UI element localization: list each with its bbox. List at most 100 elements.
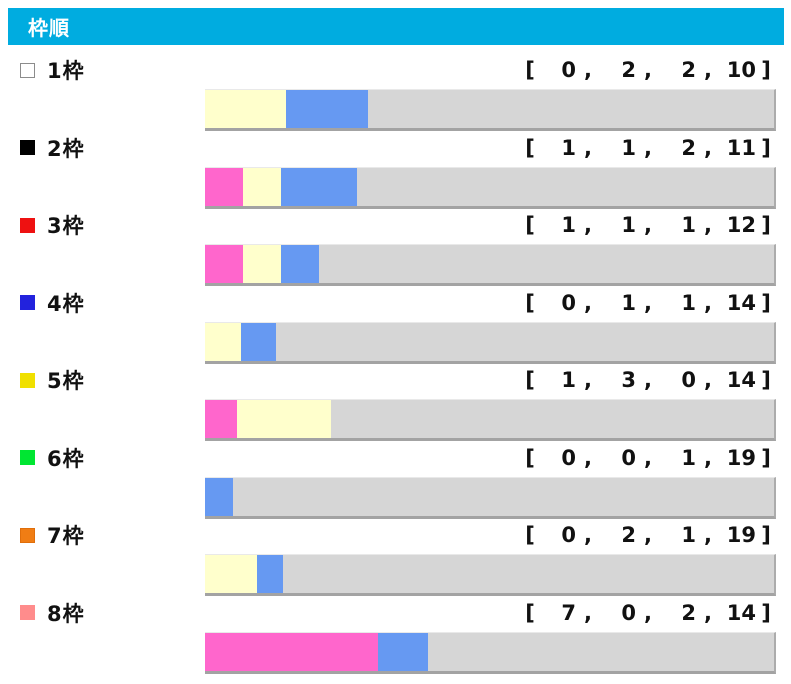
count-value: 0	[561, 523, 576, 547]
row-head: 5枠 [1, 3, 0, 14]	[20, 367, 776, 393]
gate-counts: [7, 0, 2, 14]	[520, 601, 776, 625]
comma-separator: ,	[644, 445, 652, 470]
count-value: 1	[621, 290, 636, 315]
row-head: 7枠 [0, 2, 1, 19]	[20, 522, 776, 548]
count-value: 2	[681, 58, 696, 82]
close-bracket: ]	[761, 445, 771, 470]
bar-segment-cream	[236, 400, 332, 438]
gate-row: 2枠 [1, 1, 2, 11]	[0, 123, 791, 209]
comma-separator: ,	[704, 600, 712, 625]
gate-color-marker	[20, 372, 35, 388]
comma-separator: ,	[704, 523, 712, 547]
row-label-group: 2枠	[20, 133, 85, 163]
gate-row: 3枠 [1, 1, 1, 12]	[0, 200, 791, 286]
bar-segment-blue	[378, 632, 428, 671]
count-value: 19	[726, 445, 756, 470]
open-bracket: [	[525, 368, 535, 392]
comma-separator: ,	[644, 213, 652, 237]
gate-label: 2枠	[47, 136, 85, 161]
bar-segment-blue	[280, 167, 357, 206]
comma-separator: ,	[644, 368, 652, 392]
open-bracket: [	[525, 58, 535, 82]
gate-row: 1枠 [0, 2, 2, 10]	[0, 45, 791, 131]
gate-row: 6枠 [0, 0, 1, 19]	[0, 433, 791, 519]
gate-row: 7枠 [0, 2, 1, 19]	[0, 510, 791, 596]
count-value: 1	[621, 135, 636, 160]
count-value: 10	[726, 58, 756, 82]
bar-segment-blue	[240, 322, 277, 361]
gate-counts: [1, 1, 2, 11]	[520, 136, 776, 160]
gate-label: 6枠	[47, 446, 85, 471]
gate-label: 1枠	[47, 59, 85, 83]
count-value: 1	[561, 135, 576, 160]
row-head: 6枠 [0, 0, 1, 19]	[20, 445, 776, 471]
comma-separator: ,	[584, 290, 592, 315]
count-value: 1	[561, 213, 576, 237]
gate-label: 5枠	[47, 369, 85, 393]
gate-label: 4枠	[47, 291, 85, 316]
count-value: 0	[561, 290, 576, 315]
row-label-group: 7枠	[20, 520, 85, 550]
gate-label: 3枠	[47, 214, 85, 238]
bar-segment-cream	[205, 322, 241, 361]
gate-row: 8枠 [7, 0, 2, 14]	[0, 588, 791, 674]
count-value: 14	[726, 290, 756, 315]
open-bracket: [	[525, 213, 535, 237]
gate-counts: [1, 1, 1, 12]	[520, 213, 776, 237]
stacked-bar	[205, 399, 776, 441]
comma-separator: ,	[584, 445, 592, 470]
comma-separator: ,	[704, 135, 712, 160]
count-value: 1	[561, 368, 576, 392]
gate-counts: [0, 1, 1, 14]	[520, 291, 776, 315]
gate-counts: [0, 2, 1, 19]	[520, 523, 776, 547]
comma-separator: ,	[704, 213, 712, 237]
count-value: 3	[621, 368, 636, 392]
count-value: 7	[561, 600, 576, 625]
gate-label: 7枠	[47, 524, 85, 548]
bar-segment-pink	[205, 167, 243, 206]
comma-separator: ,	[704, 445, 712, 470]
open-bracket: [	[525, 290, 535, 315]
comma-separator: ,	[704, 290, 712, 315]
comma-separator: ,	[704, 368, 712, 392]
gate-color-marker	[20, 450, 35, 465]
comma-separator: ,	[584, 58, 592, 82]
bar-segment-cream	[242, 245, 281, 283]
count-value: 1	[681, 213, 696, 237]
comma-separator: ,	[584, 600, 592, 625]
gate-label: 8枠	[47, 601, 85, 626]
count-value: 0	[621, 445, 636, 470]
comma-separator: ,	[644, 523, 652, 547]
open-bracket: [	[525, 600, 535, 625]
panel-header: 枠順	[8, 8, 784, 45]
row-head: 4枠 [0, 1, 1, 14]	[20, 290, 776, 316]
bar-segment-cream	[242, 167, 281, 206]
comma-separator: ,	[584, 368, 592, 392]
count-value: 2	[681, 135, 696, 160]
gate-row: 5枠 [1, 3, 0, 14]	[0, 355, 791, 441]
count-value: 0	[561, 445, 576, 470]
row-head: 3枠 [1, 1, 1, 12]	[20, 212, 776, 238]
row-head: 2枠 [1, 1, 2, 11]	[20, 135, 776, 161]
row-head: 8枠 [7, 0, 2, 14]	[20, 600, 776, 626]
close-bracket: ]	[761, 213, 771, 237]
rows-container: 1枠 [0, 2, 2, 10] 2枠 [1, 1, 2, 11] 3枠	[0, 45, 791, 674]
panel-title: 枠順	[28, 16, 70, 40]
count-value: 1	[681, 523, 696, 547]
count-value: 1	[681, 290, 696, 315]
count-value: 1	[681, 445, 696, 470]
gate-color-marker	[20, 217, 35, 233]
bar-segment-cream	[205, 555, 257, 593]
stacked-bar	[205, 554, 776, 596]
comma-separator: ,	[644, 600, 652, 625]
comma-separator: ,	[644, 58, 652, 82]
comma-separator: ,	[644, 290, 652, 315]
count-value: 11	[726, 135, 756, 160]
stacked-bar	[205, 321, 776, 364]
gate-counts: [1, 3, 0, 14]	[520, 368, 776, 392]
comma-separator: ,	[704, 58, 712, 82]
comma-separator: ,	[584, 523, 592, 547]
count-value: 19	[726, 523, 756, 547]
close-bracket: ]	[761, 58, 771, 82]
